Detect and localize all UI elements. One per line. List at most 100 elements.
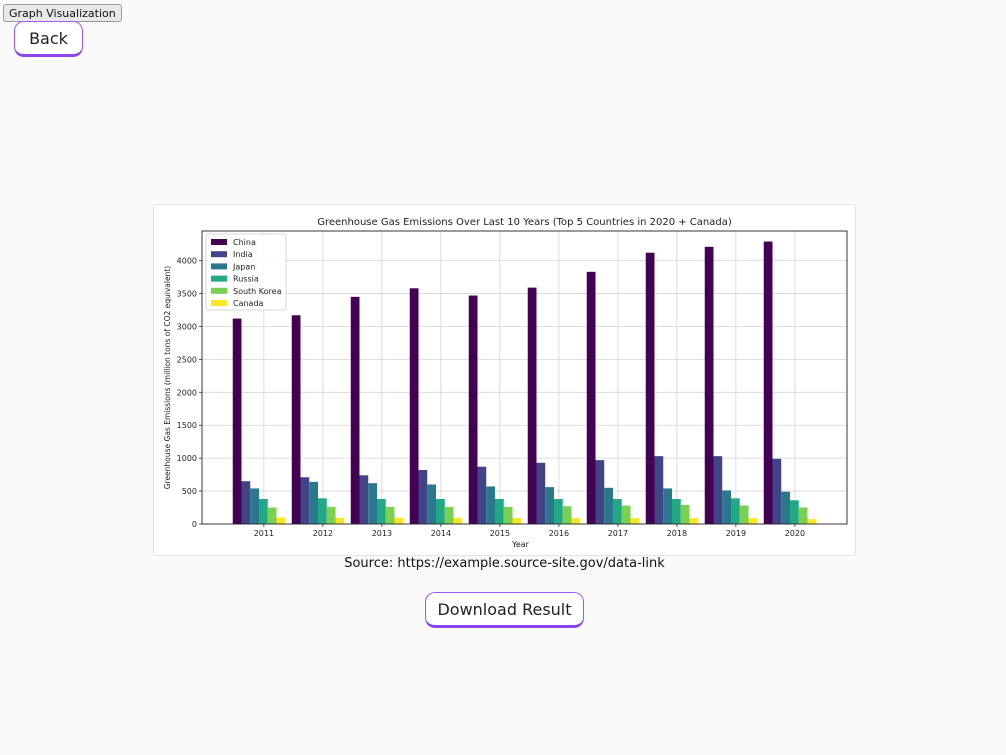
bar-russia <box>259 498 268 524</box>
bar-russia <box>377 498 386 524</box>
bar-china <box>409 288 419 524</box>
y-tick-label: 2500 <box>177 355 197 364</box>
y-tick-label: 2000 <box>177 388 197 397</box>
legend-label: Russia <box>233 275 259 284</box>
bar-china <box>291 315 301 524</box>
bar-china <box>350 296 360 524</box>
bar-canada <box>571 518 581 524</box>
bar-canada <box>453 517 463 524</box>
x-tick-label: 2013 <box>372 529 392 538</box>
legend-swatch-japan <box>211 263 227 270</box>
bar-south-korea <box>798 507 808 524</box>
bar-south-korea <box>562 506 572 524</box>
bar-india <box>654 456 664 524</box>
bar-south-korea <box>385 506 395 524</box>
bar-india <box>772 458 782 524</box>
bar-south-korea <box>503 506 513 524</box>
chart-card: Greenhouse Gas Emissions Over Last 10 Ye… <box>153 204 856 556</box>
bar-south-korea <box>444 506 454 524</box>
legend-label: China <box>233 238 256 247</box>
bar-russia <box>613 498 622 524</box>
x-tick-label: 2017 <box>608 529 628 538</box>
bar-japan <box>663 488 672 524</box>
bar-japan <box>250 488 259 524</box>
bar-canada <box>394 517 404 524</box>
y-tick-label: 3500 <box>177 290 197 299</box>
bar-chart: Greenhouse Gas Emissions Over Last 10 Ye… <box>163 217 848 549</box>
legend-swatch-china <box>211 239 227 245</box>
bar-russia <box>318 498 327 524</box>
legend-label: South Korea <box>233 287 282 296</box>
bar-canada <box>689 518 699 524</box>
x-tick-label: 2018 <box>667 529 687 538</box>
bar-russia <box>790 500 799 524</box>
bar-canada <box>630 518 640 524</box>
legend-label: Canada <box>233 299 264 308</box>
bar-japan <box>427 484 436 524</box>
bar-south-korea <box>326 506 336 524</box>
bar-japan <box>545 487 554 524</box>
bar-japan <box>781 491 790 524</box>
chart-title: Greenhouse Gas Emissions Over Last 10 Ye… <box>317 217 732 228</box>
bar-china <box>645 252 655 524</box>
y-axis-label: Greenhouse Gas Emissions (million tons o… <box>163 266 172 489</box>
bar-india <box>713 456 723 524</box>
back-button[interactable]: Back <box>14 21 83 57</box>
bar-japan <box>368 483 377 524</box>
x-axis-label: Year <box>511 540 530 549</box>
bar-south-korea <box>621 505 631 524</box>
bar-russia <box>495 498 504 524</box>
legend-swatch-india <box>211 251 227 258</box>
x-tick-label: 2012 <box>313 529 333 538</box>
x-tick-label: 2020 <box>785 529 805 538</box>
bar-india <box>300 477 310 524</box>
bar-china <box>586 271 596 524</box>
plot-frame <box>201 230 848 525</box>
bar-china <box>468 295 478 524</box>
bar-canada <box>512 518 522 524</box>
y-tick-label: 4000 <box>177 257 197 266</box>
window-title: Graph Visualization <box>3 4 122 22</box>
bar-south-korea <box>680 504 690 524</box>
legend-swatch-south-korea <box>211 287 227 294</box>
bar-china <box>704 246 714 524</box>
x-tick-label: 2016 <box>549 529 569 538</box>
x-tick-label: 2014 <box>431 529 451 538</box>
bar-canada <box>335 517 345 524</box>
bar-japan <box>309 481 318 524</box>
y-tick-label: 500 <box>182 487 197 496</box>
download-result-button[interactable]: Download Result <box>425 592 584 628</box>
bar-canada <box>276 517 286 524</box>
bar-japan <box>722 490 731 524</box>
x-tick-label: 2011 <box>254 529 274 538</box>
x-tick-label: 2015 <box>490 529 510 538</box>
y-tick-label: 3000 <box>177 322 197 331</box>
bar-india <box>359 475 369 524</box>
legend-label: India <box>233 250 253 259</box>
bar-south-korea <box>267 507 277 524</box>
bar-south-korea <box>739 505 749 524</box>
bar-india <box>241 481 251 524</box>
y-tick-label: 1500 <box>177 421 197 430</box>
source-text: Source: https://example.source-site.gov/… <box>344 556 665 571</box>
bar-india <box>477 466 487 524</box>
bar-china <box>763 241 773 524</box>
y-tick-label: 0 <box>192 520 197 529</box>
legend-swatch-canada <box>211 300 227 306</box>
bar-japan <box>604 487 613 524</box>
y-tick-label: 1000 <box>177 454 197 463</box>
bar-china <box>232 318 242 524</box>
legend-label: Japan <box>232 262 255 271</box>
bar-india <box>536 462 546 524</box>
bar-india <box>418 470 428 524</box>
bar-canada <box>748 518 758 524</box>
bar-japan <box>486 486 495 524</box>
bar-russia <box>436 498 445 524</box>
x-tick-label: 2019 <box>726 529 746 538</box>
legend-swatch-russia <box>211 275 227 282</box>
bar-india <box>595 460 605 524</box>
bar-china <box>527 287 537 524</box>
bar-russia <box>731 498 740 524</box>
bar-russia <box>554 498 563 524</box>
